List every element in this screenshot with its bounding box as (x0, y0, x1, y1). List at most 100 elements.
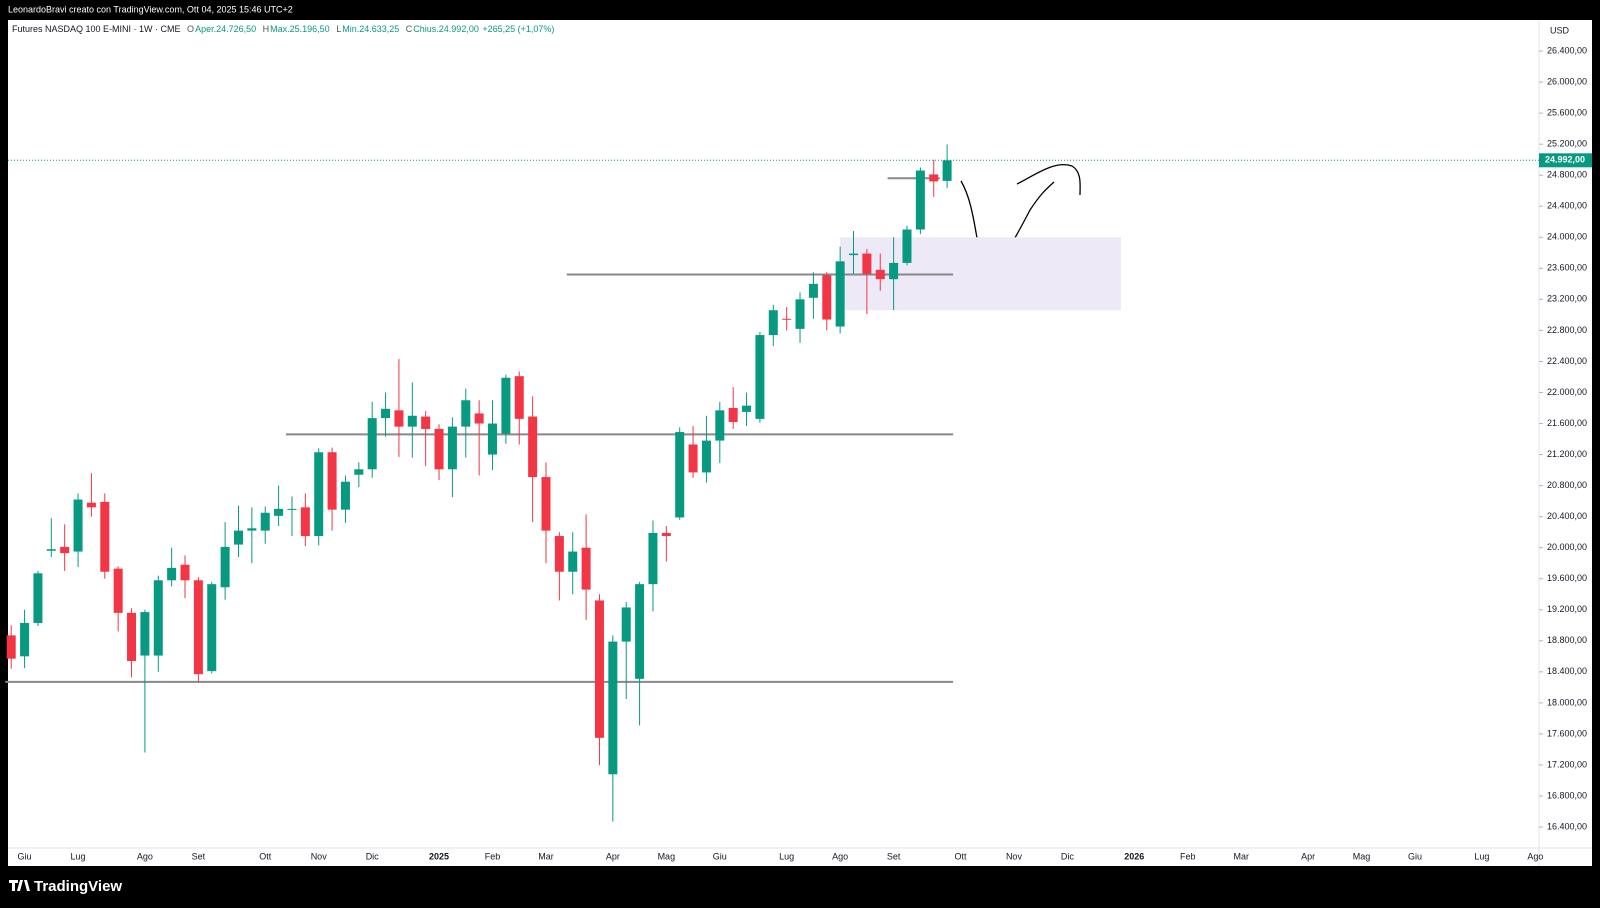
y-tick-label: 26.400,00 (1547, 45, 1587, 55)
candle-body (554, 536, 564, 572)
x-tick-label: Ott (259, 851, 272, 861)
candle-body (461, 400, 471, 427)
x-tick-label: Giu (713, 851, 727, 861)
candle-body (902, 229, 912, 263)
x-tick-label: Apr (606, 851, 620, 861)
candle-body (381, 408, 391, 419)
y-tick-label: 19.200,00 (1547, 604, 1587, 614)
candle-body (808, 283, 818, 298)
candle-body (755, 335, 765, 419)
x-tick-label: Mar (538, 851, 554, 861)
legend-value: Chius.24.992,00 (413, 24, 479, 34)
x-tick-label: Apr (1301, 851, 1315, 861)
x-tick-label: 2025 (429, 851, 449, 861)
last-price-label: 24.992,00 (1545, 155, 1585, 165)
candle-body (287, 508, 297, 510)
candle-body (327, 452, 337, 510)
candle-body (648, 532, 658, 585)
candle-body (822, 275, 832, 320)
y-tick-label: 20.000,00 (1547, 542, 1587, 552)
x-tick-label: Giu (1408, 851, 1422, 861)
legend-value: Aper.24.726,50 (195, 24, 257, 34)
candle-body (340, 481, 350, 510)
candle-body (20, 622, 30, 657)
candle-body (594, 600, 604, 738)
y-tick-label: 22.400,00 (1547, 356, 1587, 366)
x-tick-label: Lug (71, 851, 86, 861)
y-tick-label: 21.600,00 (1547, 418, 1587, 428)
candle-body (354, 469, 364, 475)
x-tick-label: Ago (832, 851, 848, 861)
x-tick-label: Set (887, 851, 901, 861)
y-tick-label: 23.600,00 (1547, 263, 1587, 273)
candle-body (180, 564, 190, 581)
candle-body (421, 416, 431, 429)
candle-body (167, 567, 177, 581)
y-tick-label: 22.000,00 (1547, 387, 1587, 397)
legend-key: O (187, 24, 195, 34)
candle-body (46, 549, 56, 551)
candle-body (701, 440, 711, 473)
legend-value: Min.24.633,25 (342, 24, 400, 34)
legend: Futures NASDAQ 100 E-MINI · 1W · CME OAp… (12, 24, 554, 34)
symbol: Futures NASDAQ 100 E-MINI · 1W · CME (12, 24, 181, 34)
candle-body (795, 299, 805, 329)
candle-body (501, 377, 511, 434)
x-tick-label: Nov (1006, 851, 1023, 861)
y-tick-label: 17.600,00 (1547, 728, 1587, 738)
x-tick-label: Ago (1527, 851, 1543, 861)
y-tick-label: 21.200,00 (1547, 449, 1587, 459)
y-tick-label: 20.400,00 (1547, 511, 1587, 521)
y-tick-label: 26.000,00 (1547, 76, 1587, 86)
candle-body (862, 253, 872, 274)
topbar-text: LeonardoBravi creato con TradingView.com… (8, 4, 293, 14)
x-tick-label: Ott (954, 851, 967, 861)
candle-body (260, 512, 270, 531)
x-tick-label: Giu (18, 851, 32, 861)
candle-body (86, 502, 96, 508)
candle-body (193, 580, 203, 675)
candle-body (247, 528, 257, 531)
candle-body (274, 508, 284, 516)
candle-body (942, 160, 952, 181)
candle-body (568, 551, 578, 572)
candle-body (394, 410, 404, 427)
candle-body (100, 501, 110, 572)
candle-body (661, 532, 671, 537)
y-tick-label: 23.200,00 (1547, 294, 1587, 304)
candle-body (715, 410, 725, 441)
candle-body (782, 318, 792, 320)
candle-body (581, 547, 591, 590)
candle-body (675, 432, 685, 518)
x-tick-label: Mag (658, 851, 676, 861)
candle-body (728, 408, 738, 422)
candle-body (140, 612, 150, 656)
candle-body (474, 413, 484, 424)
candle-body (407, 415, 417, 427)
candle-body (541, 477, 551, 531)
brand: TradingView (34, 878, 122, 895)
candle-body (153, 580, 163, 656)
x-tick-label: Mar (1233, 851, 1249, 861)
candle-body (742, 405, 752, 412)
y-tick-label: 22.800,00 (1547, 325, 1587, 335)
chart-panel (8, 20, 1592, 866)
x-tick-label: 2026 (1124, 851, 1144, 861)
y-tick-label: 24.800,00 (1547, 170, 1587, 180)
legend-key: H (262, 24, 270, 34)
candle-body (635, 584, 645, 679)
x-tick-label: Set (192, 851, 206, 861)
y-tick-label: 25.600,00 (1547, 107, 1587, 117)
y-tick-label: 16.400,00 (1547, 821, 1587, 831)
candle-body (514, 376, 524, 419)
candle-body (73, 499, 83, 552)
legend-key: L (336, 24, 342, 34)
candle-body (6, 635, 16, 659)
y-tick-label: 24.400,00 (1547, 201, 1587, 211)
last-price-tag (1539, 153, 1592, 168)
candle-body (608, 641, 618, 775)
y-tick-label: 24.000,00 (1547, 232, 1587, 242)
legend-key: C (405, 24, 413, 34)
x-tick-label: Dic (1061, 851, 1074, 861)
